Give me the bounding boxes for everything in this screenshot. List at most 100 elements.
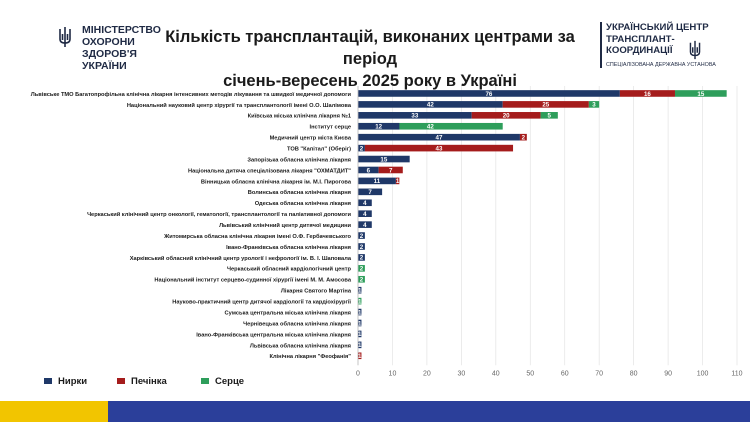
bar-segment <box>358 210 372 217</box>
legend-swatch-kidney <box>44 378 52 385</box>
bar-segment <box>502 101 589 108</box>
bar-segment <box>358 352 362 360</box>
bar-segment <box>358 144 365 152</box>
bar-segment <box>358 188 383 196</box>
data-label: 4 <box>363 222 367 229</box>
category-label: Вінницька обласна клінічна лікарня ім. М… <box>201 178 352 185</box>
data-label: 1 <box>358 298 362 305</box>
data-label: 11 <box>374 178 381 185</box>
data-label: 4 <box>363 211 367 218</box>
bar-segment <box>395 177 400 185</box>
data-label: 6 <box>367 167 371 174</box>
bar-segment <box>358 286 362 294</box>
page-title: Кількість трансплантацій, виконаних цент… <box>150 26 590 92</box>
data-label: 2 <box>360 277 364 284</box>
category-label: Національний інститут серцево-судинної х… <box>154 277 351 284</box>
category-label: Клінічна лікарня "Феофанія" <box>269 353 351 360</box>
category-label: Харківський обласний клінічний центр уро… <box>130 255 352 262</box>
category-label: Черкаський обласний кардіологічний центр <box>227 266 352 273</box>
legend-item-liver: Печінка <box>117 376 167 387</box>
bar-segment <box>358 112 472 119</box>
data-label: 1 <box>358 288 362 295</box>
bar-segment <box>358 308 362 316</box>
logo-divider <box>600 22 602 68</box>
footer-band-blue <box>0 401 750 422</box>
data-label: 2 <box>360 233 364 240</box>
data-label: 2 <box>360 266 364 273</box>
legend-label-liver: Печінка <box>131 376 167 387</box>
data-label: 7 <box>389 167 393 174</box>
bar-segment <box>358 232 365 239</box>
data-label: 15 <box>380 156 387 163</box>
bar-segment <box>358 177 396 185</box>
bar-segment <box>358 122 503 130</box>
bar-segment <box>358 221 372 228</box>
center-logo-subtitle: СПЕЦІАЛІЗОВАНА ДЕРЖАВНА УСТАНОВА <box>606 62 716 68</box>
legend-swatch-liver <box>117 378 125 385</box>
data-label: 1 <box>358 309 362 316</box>
bar-segment <box>471 112 541 119</box>
x-tick-label: 70 <box>595 370 603 377</box>
legend-label-kidney: Нирки <box>58 376 88 387</box>
bar-segment <box>358 166 379 174</box>
bar-segment <box>519 133 527 141</box>
x-tick-label: 0 <box>356 370 360 377</box>
bar-segment <box>358 297 362 305</box>
center-logo: УКРАЇНСЬКИЙ ЦЕНТР ТРАНСПЛАНТ- КООРДИНАЦІ… <box>600 22 726 78</box>
bar-segment <box>358 319 362 327</box>
bar-segment <box>364 144 514 152</box>
x-tick-label: 90 <box>664 370 672 377</box>
data-label: 4 <box>363 200 367 207</box>
data-label: 25 <box>542 102 549 109</box>
x-tick-label: 100 <box>697 370 709 377</box>
bar-segment <box>619 90 675 97</box>
category-label: Лікарня Святого Мартіна <box>281 289 352 295</box>
bar-segment <box>358 133 520 141</box>
x-tick-label: 60 <box>561 370 569 377</box>
data-label: 42 <box>427 124 434 131</box>
x-tick-label: 50 <box>526 370 534 377</box>
x-tick-label: 10 <box>389 370 397 377</box>
x-tick-label: 30 <box>457 370 465 377</box>
data-label: 7 <box>368 189 372 196</box>
x-tick-label: 80 <box>630 370 638 377</box>
data-label: 16 <box>644 91 651 98</box>
category-label: Запорізька обласна клінічна лікарня <box>247 156 351 163</box>
bar-segment <box>358 122 400 130</box>
category-label: Чернівецька обласна клінічна лікарня <box>243 320 351 327</box>
category-label: Івано-Франківська обласна клінічна лікар… <box>226 244 351 251</box>
bar-segment <box>358 101 503 108</box>
ministry-logo-text: МІНІСТЕРСТВО ОХОРОНИ ЗДОРОВ'Я УКРАЇНИ <box>82 24 161 72</box>
bar-segment <box>358 155 410 163</box>
legend-label-heart: Серце <box>215 376 245 387</box>
category-label: Івано-Франківська центральна міська клін… <box>196 332 351 338</box>
data-label: 2 <box>360 244 364 251</box>
data-label: 1 <box>358 342 362 349</box>
data-label: 3 <box>592 102 596 109</box>
legend-item-heart: Серце <box>201 376 244 387</box>
data-label: 1 <box>396 178 400 185</box>
bar-segment <box>540 112 558 119</box>
data-label: 76 <box>485 91 492 98</box>
category-label: ТОВ "Капітал" (Оберіг) <box>287 146 351 153</box>
data-label: 15 <box>697 91 704 98</box>
bar-segment <box>358 254 365 261</box>
category-label: Черкаський клінічний центр онкології, ге… <box>87 211 351 218</box>
bar-segment <box>358 265 365 272</box>
bar-segment <box>358 341 362 349</box>
data-label: 1 <box>358 331 362 338</box>
category-label: Національна дитяча спеціалізована лікарн… <box>188 168 351 174</box>
data-label: 20 <box>503 113 510 120</box>
data-label: 2 <box>360 255 364 262</box>
category-label: Інститут серце <box>310 125 351 131</box>
ministry-logo: МІНІСТЕРСТВО ОХОРОНИ ЗДОРОВ'Я УКРАЇНИ <box>58 24 161 78</box>
x-tick-label: 110 <box>731 370 742 377</box>
trident-icon <box>59 27 71 47</box>
trident-icon <box>689 40 701 60</box>
bar-segment <box>358 243 365 250</box>
category-label: Науково-практичний центр дитячої кардіол… <box>172 299 351 306</box>
category-label: Житомирська обласна клінічна лікарня іме… <box>163 233 351 240</box>
category-label: Львівська обласна клінічна лікарня <box>250 342 351 349</box>
center-logo-text: УКРАЇНСЬКИЙ ЦЕНТР ТРАНСПЛАНТ- КООРДИНАЦІ… <box>606 22 709 56</box>
